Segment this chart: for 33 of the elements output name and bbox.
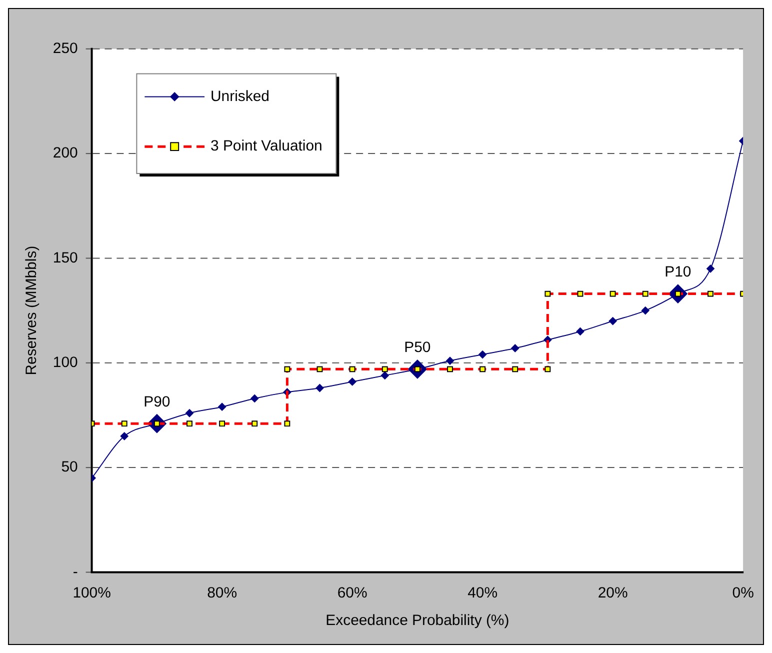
annotation: P90 xyxy=(144,393,170,410)
point xyxy=(218,402,226,411)
y-tick-label: 100 xyxy=(52,354,78,372)
x-tick-label: 80% xyxy=(207,584,238,602)
point xyxy=(446,356,454,365)
point xyxy=(608,317,617,326)
y-tick-label: 200 xyxy=(52,144,78,162)
legend-label: Unrisked xyxy=(210,88,270,105)
point xyxy=(576,327,584,336)
y-tick-label: 250 xyxy=(52,40,78,57)
x-tick-label: 100% xyxy=(72,584,111,602)
point xyxy=(348,378,356,386)
x-tick-label: 20% xyxy=(598,584,628,602)
point xyxy=(641,306,650,315)
x-tick-label: 40% xyxy=(468,584,498,602)
annotation: P10 xyxy=(664,264,692,280)
point xyxy=(120,432,128,440)
point xyxy=(478,350,487,358)
point xyxy=(316,384,324,392)
y-tick-label: 50 xyxy=(61,458,78,476)
point xyxy=(706,264,714,273)
point xyxy=(380,371,389,380)
y-tick-label: - xyxy=(72,563,78,580)
point xyxy=(250,394,259,402)
point xyxy=(511,344,520,352)
x-tick-label: 60% xyxy=(337,584,368,602)
y-axis-title: Reserves (MMbbls) xyxy=(23,246,40,376)
annotation: P50 xyxy=(404,338,431,356)
y-tick-label: 150 xyxy=(52,249,78,266)
x-tick-label: 0% xyxy=(732,584,754,602)
x-axis-title: Exceedance Probability (%) xyxy=(326,612,510,630)
point xyxy=(186,409,194,418)
legend-label: 3 Point Valuation xyxy=(210,138,322,155)
